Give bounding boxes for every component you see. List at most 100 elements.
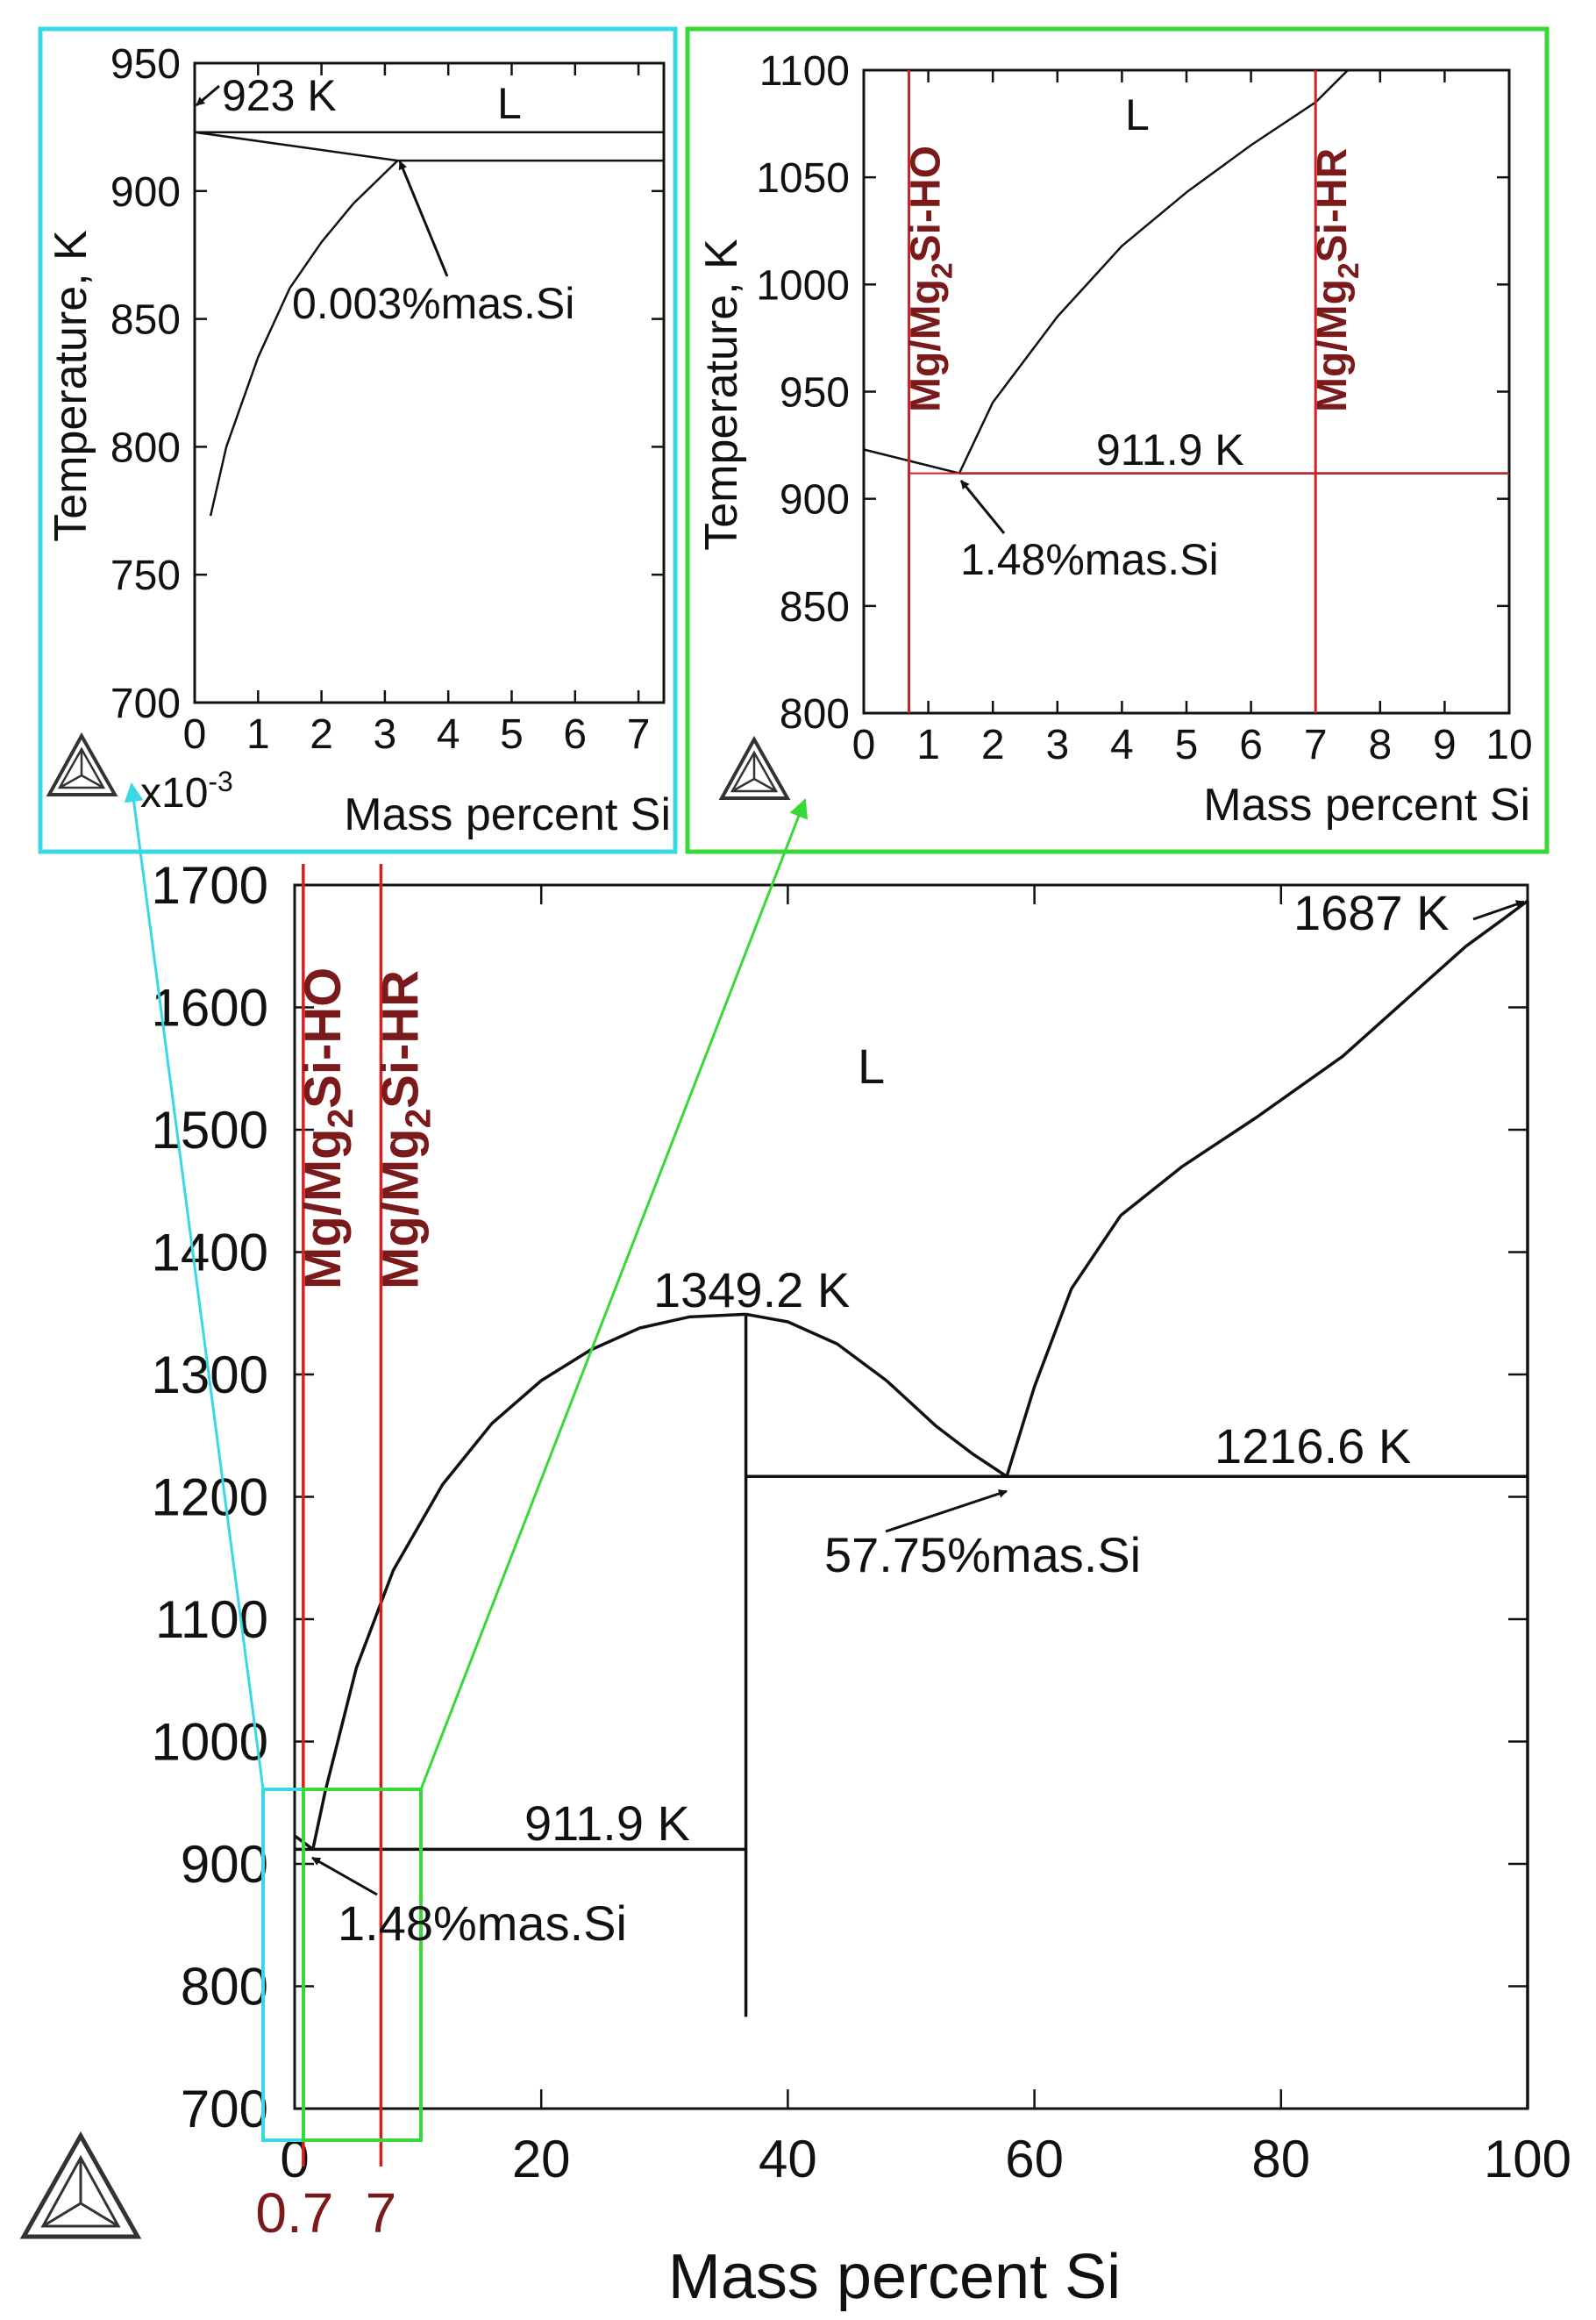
inset-right-x-tick-label: 10 xyxy=(1486,722,1532,768)
main-label-phase-L: L xyxy=(858,1039,885,1094)
main-liquidus-si-side xyxy=(1005,899,1529,1477)
inset-right-y-tick-label: 1000 xyxy=(756,262,850,309)
main-composition-lines: Mg/Mg2Si-HO 0.7 Mg/Mg2Si-HR 7 xyxy=(255,864,438,2245)
inset-right-x-tick-label: 1 xyxy=(916,722,940,768)
arrow-5775 xyxy=(885,1489,1008,1533)
inset-right-x-tick-label: 7 xyxy=(1304,722,1328,768)
main-label-1687: 1687 K xyxy=(1293,885,1450,940)
main-x-tick-label: 80 xyxy=(1251,2130,1310,2188)
inset-left-x-tick-label: 7 xyxy=(627,711,651,758)
inset-right-y-axis-title: Temperature, K xyxy=(696,239,747,551)
inset-right-liquidus xyxy=(958,69,1349,475)
arrow-0003 xyxy=(398,161,449,277)
inset-left-x-tick-label: 1 xyxy=(246,711,270,758)
arrow-1687 xyxy=(1472,900,1525,921)
main-x-tick-label: 100 xyxy=(1484,2130,1571,2188)
inset-right-x-tick-label: 4 xyxy=(1110,722,1134,768)
main-y-tick-label: 1600 xyxy=(152,979,268,1038)
main-liquidus-mg-side xyxy=(311,1312,746,1850)
inset-right-y-tick-label: 950 xyxy=(780,370,850,417)
main-label-148: 1.48%mas.Si xyxy=(338,1895,627,1951)
inset-left-x-axis-title: Mass percent Si xyxy=(344,789,671,840)
main-phase-diagram: 0204060801007008009001000110012001300140… xyxy=(152,856,1572,2312)
main-composition-axis-mark: 7 xyxy=(366,2181,397,2245)
main-axis-ticks: 0204060801007008009001000110012001300140… xyxy=(152,856,1572,2188)
inset-right-mg-liquidus xyxy=(863,448,960,475)
inset-left-x-tick-label: 5 xyxy=(500,711,524,758)
main-y-tick-label: 1200 xyxy=(152,1468,268,1527)
inset-right-y-tick-label: 900 xyxy=(780,477,850,524)
connector-left xyxy=(124,782,265,1790)
thermocalc-logo-right xyxy=(718,735,791,800)
main-composition-axis-mark: 0.7 xyxy=(255,2181,333,2245)
inset-right-x-tick-label: 9 xyxy=(1433,722,1457,768)
inset-left-label-composition: 0.003%mas.Si xyxy=(292,279,574,328)
zoom-boxes xyxy=(261,1788,423,2142)
main-label-5775: 57.75%mas.Si xyxy=(824,1527,1141,1582)
inset-right-y-tick-label: 800 xyxy=(780,691,850,738)
main-label-1349: 1349.2 K xyxy=(653,1262,850,1317)
main-x-tick-label: 40 xyxy=(759,2130,817,2188)
zoom-connectors xyxy=(124,782,809,1790)
inset-left-x-tick-label: 4 xyxy=(437,711,460,758)
inset-left-series-group xyxy=(194,131,664,517)
inset-right-label-9119: 911.9 K xyxy=(1096,425,1244,475)
thermocalc-logo-main xyxy=(19,2131,142,2239)
arrow-923 xyxy=(196,84,220,107)
inset-right-label-L: L xyxy=(1125,90,1150,139)
main-y-tick-label: 1500 xyxy=(152,1101,268,1160)
inset-left-y-tick-label: 950 xyxy=(110,41,181,88)
inset-left-y-tick-label: 700 xyxy=(110,681,181,727)
inset-left-x-tick-label: 0 xyxy=(183,711,207,758)
inset-right-zoom: 0 1 2 3 4 5 6 7 8 9 10 800 850 900 950 1000 1050 1100 Mg/… xyxy=(685,26,1550,854)
inset-right-composition-label: Mg/Mg2Si-HR xyxy=(1309,148,1365,412)
inset-right-y-tick-label: 1050 xyxy=(756,155,850,202)
connector-right xyxy=(419,798,809,1790)
inset-left-liquidus xyxy=(209,160,399,517)
main-x-axis-title: Mass percent Si xyxy=(668,2242,1121,2312)
main-label-9119: 911.9 K xyxy=(524,1795,690,1851)
inset-right-ticks: 0 1 2 3 4 5 6 7 8 9 10 800 850 900 950 1000 1050 1100 xyxy=(756,48,1532,768)
inset-left-x-multiplier: x10-3 xyxy=(140,766,233,817)
inset-right-label-148: 1.48%mas.Si xyxy=(960,535,1219,584)
inset-right-x-tick-label: 8 xyxy=(1368,722,1392,768)
inset-left-x-tick-label: 2 xyxy=(310,711,333,758)
inset-left-y-axis-title: Temperature, K xyxy=(46,230,96,542)
inset-right-composition-lines: Mg/Mg2Si-HO Mg/Mg2Si-HR xyxy=(903,70,1509,713)
inset-right-x-tick-label: 6 xyxy=(1239,722,1263,768)
zoom-box-left xyxy=(261,1788,305,2142)
inset-right-y-tick-label: 1100 xyxy=(759,48,850,95)
inset-right-x-axis-title: Mass percent Si xyxy=(1203,780,1530,831)
inset-left-y-tick-label: 850 xyxy=(110,297,181,344)
inset-left-y-tick-label: 750 xyxy=(110,553,181,599)
inset-left-ticks: 0 1 2 3 4 5 6 7 700 750 800 850 900 950 xyxy=(110,41,664,758)
inset-right-border xyxy=(685,26,1550,854)
inset-right-composition-label: Mg/Mg2Si-HO xyxy=(903,146,959,412)
inset-right-x-tick-label: 5 xyxy=(1175,722,1199,768)
inset-left-frame xyxy=(193,61,666,704)
main-y-tick-label: 1700 xyxy=(152,856,268,915)
inset-left-label-L: L xyxy=(497,79,522,128)
main-y-tick-label: 1000 xyxy=(152,1713,268,1772)
main-x-tick-label: 20 xyxy=(512,2130,571,2188)
zoom-box-right xyxy=(302,1788,423,2142)
inset-right-x-tick-label: 2 xyxy=(981,722,1005,768)
inset-right-arrows xyxy=(959,480,1006,534)
arrow-148-inset xyxy=(959,480,1006,534)
inset-right-x-tick-label: 0 xyxy=(852,722,876,768)
main-y-tick-label: 700 xyxy=(181,2080,268,2138)
arrow-148 xyxy=(311,1856,378,1896)
main-composition-label: Mg/Mg2Si-HO xyxy=(295,967,360,1289)
inset-left-label-923: 923 K xyxy=(222,71,337,120)
main-y-tick-label: 800 xyxy=(181,1958,268,2017)
main-y-tick-label: 1100 xyxy=(155,1590,268,1649)
inset-left-x-tick-label: 6 xyxy=(563,711,587,758)
main-label-1216: 1216.6 K xyxy=(1215,1418,1411,1474)
main-x-tick-label: 60 xyxy=(1005,2130,1064,2188)
inset-left-y-tick-label: 800 xyxy=(110,425,181,471)
main-annotation-arrows xyxy=(311,900,1525,1896)
inset-left-mg-liquidus xyxy=(194,131,398,162)
main-series-group xyxy=(293,899,1529,2109)
inset-right-y-tick-label: 850 xyxy=(780,584,850,631)
